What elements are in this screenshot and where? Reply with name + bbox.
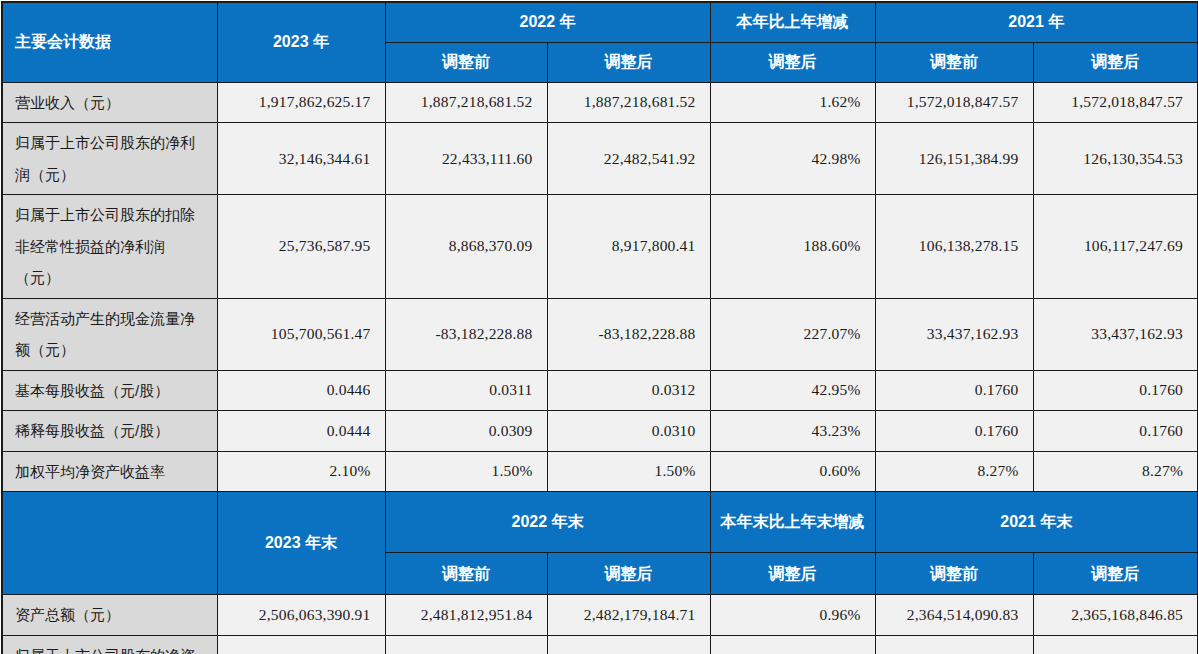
section1-header-row-1: 主要会计数据 2023 年 2022 年 本年比上年增减 2021 年 — [2, 2, 1198, 42]
cell-2023: 1,917,862,625.17 — [217, 82, 385, 123]
cell-2021end-pre: 1,486,104,154.59 — [875, 635, 1033, 654]
table-row: 基本每股收益（元/股） 0.0446 0.0311 0.0312 42.95% … — [2, 370, 1198, 411]
row-label: 归属于上市公司股东的净利润（元） — [2, 123, 217, 195]
subheader-2021end-post-adjust: 调整后 — [1033, 553, 1198, 595]
subheader-2022-post-adjust: 调整后 — [547, 42, 710, 82]
cell-2023: 25,736,587.95 — [217, 195, 385, 299]
cell-change: 1.62% — [710, 82, 875, 123]
subheader-endchange-post-adjust: 调整后 — [710, 553, 875, 595]
cell-end-change: 5.68% — [710, 635, 875, 654]
subheader-2021-pre-adjust: 调整前 — [875, 42, 1033, 82]
row-label: 资产总额（元） — [2, 595, 217, 636]
cell-2021-pre: 1,572,018,847.57 — [875, 82, 1033, 123]
cell-2022-post: -83,182,228.88 — [547, 298, 710, 370]
cell-2022end-post: 2,482,179,184.71 — [547, 595, 710, 636]
cell-2021-post: 0.1760 — [1033, 370, 1198, 411]
cell-2021end-post: 2,365,168,846.85 — [1033, 595, 1198, 636]
section1-corner-header: 主要会计数据 — [2, 2, 217, 82]
cell-2023: 0.0446 — [217, 370, 385, 411]
cell-2022-pre: 8,868,370.09 — [385, 195, 547, 299]
cell-2021-pre: 126,151,384.99 — [875, 123, 1033, 195]
cell-2021-post: 8.27% — [1033, 451, 1198, 492]
row-label: 归属于上市公司股东的净资产（元） — [2, 635, 217, 654]
column-header-yoy-change: 本年比上年增减 — [710, 2, 875, 42]
cell-2021end-post: 1,486,083,124.13 — [1033, 635, 1198, 654]
cell-2021end-pre: 2,364,514,090.83 — [875, 595, 1033, 636]
accounting-data-table: 主要会计数据 2023 年 2022 年 本年比上年增减 2021 年 调整前 … — [1, 1, 1198, 654]
row-label: 经营活动产生的现金流量净额（元） — [2, 298, 217, 370]
section2-corner-header — [2, 492, 217, 595]
row-label: 加权平均净资产收益率 — [2, 451, 217, 492]
column-header-2022: 2022 年 — [385, 2, 710, 42]
section2-header-row-1: 2023 年末 2022 年末 本年末比上年末增减 2021 年末 — [2, 492, 1198, 553]
cell-2021-post: 1,572,018,847.57 — [1033, 82, 1198, 123]
cell-2021-pre: 33,437,162.93 — [875, 298, 1033, 370]
column-header-2021: 2021 年 — [875, 2, 1198, 42]
cell-2022-pre: 1,887,218,681.52 — [385, 82, 547, 123]
cell-2022-post: 22,482,541.92 — [547, 123, 710, 195]
cell-change: 42.95% — [710, 370, 875, 411]
table-row: 归属于上市公司股东的扣除非经常性损益的净利润（元） 25,736,587.95 … — [2, 195, 1198, 299]
cell-2022-post: 1,887,218,681.52 — [547, 82, 710, 123]
subheader-2021-post-adjust: 调整后 — [1033, 42, 1198, 82]
cell-2021-post: 126,130,354.53 — [1033, 123, 1198, 195]
subheader-2022end-pre-adjust: 调整前 — [385, 553, 547, 595]
row-label: 稀释每股收益（元/股） — [2, 411, 217, 452]
cell-2023-end: 1,581,599,839.12 — [217, 635, 385, 654]
table-row: 加权平均净资产收益率 2.10% 1.50% 1.50% 0.60% 8.27%… — [2, 451, 1198, 492]
cell-2021-pre: 0.1760 — [875, 411, 1033, 452]
table-row: 经营活动产生的现金流量净额（元） 105,700,561.47 -83,182,… — [2, 298, 1198, 370]
cell-end-change: 0.96% — [710, 595, 875, 636]
cell-2022-pre: 22,433,111.60 — [385, 123, 547, 195]
table-row: 归属于上市公司股东的净资产（元） 1,581,599,839.12 1,496,… — [2, 635, 1198, 654]
cell-change: 43.23% — [710, 411, 875, 452]
cell-2022-post: 0.0310 — [547, 411, 710, 452]
row-label: 基本每股收益（元/股） — [2, 370, 217, 411]
subheader-2021end-pre-adjust: 调整前 — [875, 553, 1033, 595]
cell-2023: 105,700,561.47 — [217, 298, 385, 370]
subheader-2022end-post-adjust: 调整后 — [547, 553, 710, 595]
cell-2021-pre: 8.27% — [875, 451, 1033, 492]
cell-change: 0.60% — [710, 451, 875, 492]
row-label: 营业收入（元） — [2, 82, 217, 123]
cell-2021-pre: 0.1760 — [875, 370, 1033, 411]
cell-2022end-pre: 1,496,578,558.65 — [385, 635, 547, 654]
cell-2023: 2.10% — [217, 451, 385, 492]
cell-2021-pre: 106,138,278.15 — [875, 195, 1033, 299]
table-row: 稀释每股收益（元/股） 0.0444 0.0309 0.0310 43.23% … — [2, 411, 1198, 452]
cell-2022-pre: 0.0309 — [385, 411, 547, 452]
cell-change: 227.07% — [710, 298, 875, 370]
cell-2022end-pre: 2,481,812,951.84 — [385, 595, 547, 636]
cell-2021-post: 106,117,247.69 — [1033, 195, 1198, 299]
table-row: 归属于上市公司股东的净利润（元） 32,146,344.61 22,433,11… — [2, 123, 1198, 195]
cell-2022-pre: 1.50% — [385, 451, 547, 492]
cell-change: 188.60% — [710, 195, 875, 299]
cell-2023: 32,146,344.61 — [217, 123, 385, 195]
table-row: 资产总额（元） 2,506,063,390.91 2,481,812,951.8… — [2, 595, 1198, 636]
cell-2023: 0.0444 — [217, 411, 385, 452]
table-row: 营业收入（元） 1,917,862,625.17 1,887,218,681.5… — [2, 82, 1198, 123]
cell-2022-pre: -83,182,228.88 — [385, 298, 547, 370]
column-header-2021-end: 2021 年末 — [875, 492, 1198, 553]
cell-2023-end: 2,506,063,390.91 — [217, 595, 385, 636]
cell-change: 42.98% — [710, 123, 875, 195]
column-header-2023: 2023 年 — [217, 2, 385, 82]
cell-2022-pre: 0.0311 — [385, 370, 547, 411]
row-label: 归属于上市公司股东的扣除非经常性损益的净利润（元） — [2, 195, 217, 299]
cell-2021-post: 33,437,162.93 — [1033, 298, 1198, 370]
cell-2022end-post: 1,496,606,958.51 — [547, 635, 710, 654]
subheader-change-post-adjust: 调整后 — [710, 42, 875, 82]
column-header-end-change: 本年末比上年末增减 — [710, 492, 875, 553]
cell-2021-post: 0.1760 — [1033, 411, 1198, 452]
subheader-2022-pre-adjust: 调整前 — [385, 42, 547, 82]
column-header-2022-end: 2022 年末 — [385, 492, 710, 553]
cell-2022-post: 8,917,800.41 — [547, 195, 710, 299]
cell-2022-post: 0.0312 — [547, 370, 710, 411]
cell-2022-post: 1.50% — [547, 451, 710, 492]
column-header-2023-end: 2023 年末 — [217, 492, 385, 595]
